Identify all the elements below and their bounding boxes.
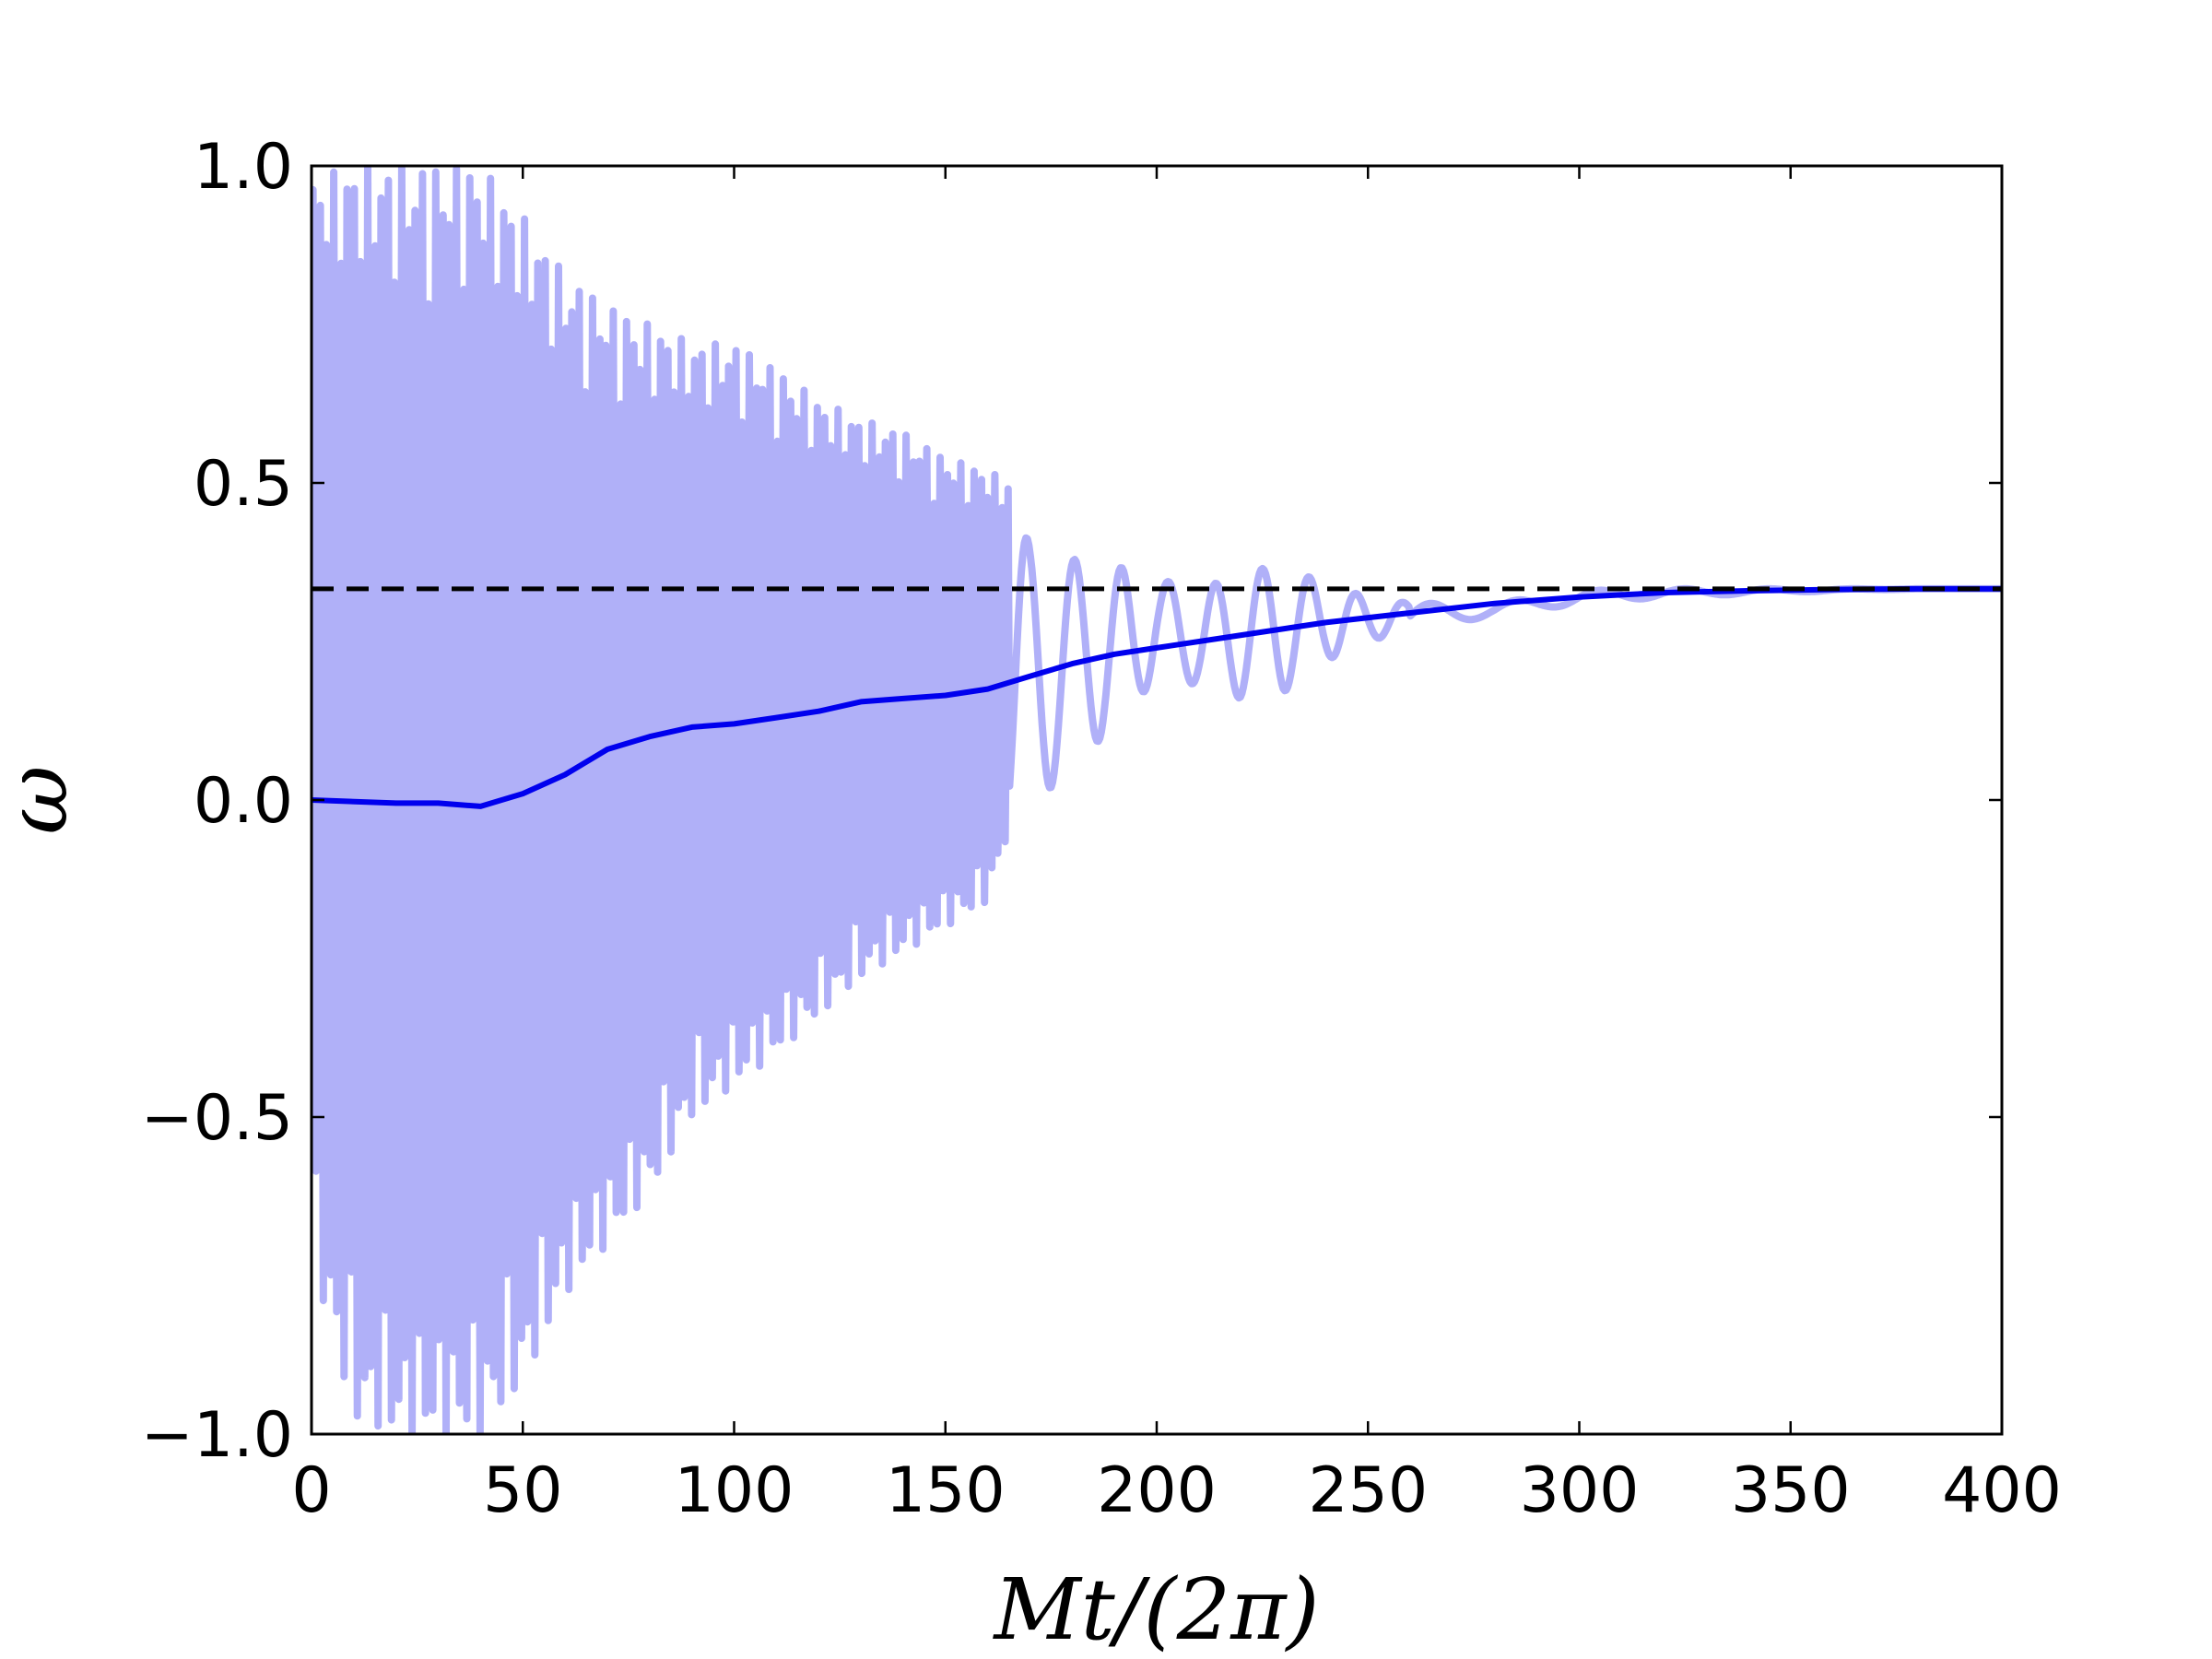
average-series-line xyxy=(312,585,2002,809)
y-tick-label: −1.0 xyxy=(141,1399,293,1472)
y-axis-label: ω xyxy=(0,765,87,834)
y-tick-label: 1.0 xyxy=(194,131,293,204)
y-tick-label: −0.5 xyxy=(141,1082,293,1155)
x-tick-label: 300 xyxy=(1520,1454,1640,1527)
x-tick-label: 0 xyxy=(291,1454,331,1527)
x-tick-label: 350 xyxy=(1731,1454,1851,1527)
plot-content xyxy=(312,166,2002,1434)
tick-labels: 0 50 100 150 200 250 300 350 400 −1.0 −0.5 0.0 0.5 1.… xyxy=(141,131,2062,1527)
oscillation-series xyxy=(312,166,2002,1434)
x-tick-label: 150 xyxy=(886,1454,1006,1527)
x-tick-label: 250 xyxy=(1308,1454,1428,1527)
x-tick-label: 400 xyxy=(1942,1454,2062,1527)
x-tick-label: 100 xyxy=(675,1454,794,1527)
x-axis-label: Mt/(2π) xyxy=(993,1560,1320,1659)
x-tick-label: 50 xyxy=(483,1454,563,1527)
y-tick-label: 0.5 xyxy=(194,448,293,521)
x-tick-label: 200 xyxy=(1097,1454,1217,1527)
y-tick-label: 0.0 xyxy=(194,765,293,838)
ticks xyxy=(310,164,2004,1436)
